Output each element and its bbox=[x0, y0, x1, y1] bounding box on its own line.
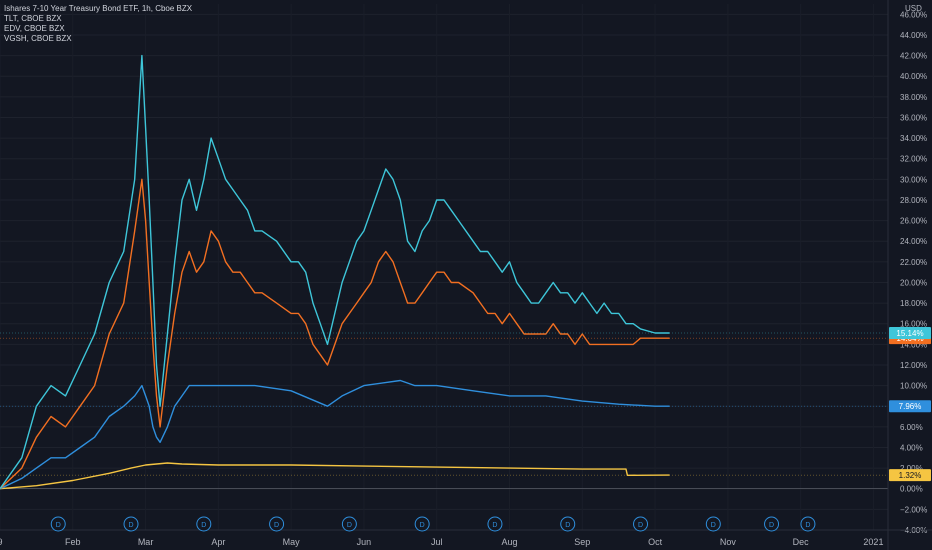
legend: Ishares 7-10 Year Treasury Bond ETF, 1h,… bbox=[4, 4, 192, 44]
x-tick-label: Dec bbox=[793, 537, 810, 547]
dividend-marker-label: D bbox=[420, 522, 425, 529]
legend-ief: Ishares 7-10 Year Treasury Bond ETF, 1h,… bbox=[4, 4, 193, 13]
last-value-label-edv: 15.14% bbox=[896, 329, 923, 338]
y-tick-label: 44.00% bbox=[900, 31, 927, 40]
dividend-marker bbox=[414, 516, 430, 532]
x-tick-label: Feb bbox=[65, 537, 81, 547]
legend-edv: EDV, CBOE BZX bbox=[4, 24, 65, 33]
last-value-badge bbox=[889, 327, 931, 340]
x-tick-label: Nov bbox=[720, 537, 737, 547]
y-tick-label: 16.00% bbox=[900, 320, 927, 329]
y-tick-label: 42.00% bbox=[900, 52, 927, 61]
series-line-ief bbox=[0, 379, 670, 490]
last-value-badge bbox=[889, 469, 931, 482]
dividend-marker-label: D bbox=[274, 522, 279, 529]
y-tick-label: 4.00% bbox=[900, 443, 923, 452]
y-tick-label: 30.00% bbox=[900, 175, 927, 184]
x-tick-label: Mar bbox=[138, 537, 154, 547]
dividend-marker-label: D bbox=[201, 522, 206, 529]
dividend-marker bbox=[196, 516, 212, 532]
x-tick-label: Aug bbox=[502, 537, 518, 547]
dividend-marker bbox=[341, 516, 357, 532]
dividend-marker bbox=[800, 516, 816, 532]
y-tick-label: 6.00% bbox=[900, 423, 923, 432]
y-tick-label: 40.00% bbox=[900, 72, 927, 81]
dividend-marker bbox=[705, 516, 721, 532]
y-tick-label: 32.00% bbox=[900, 155, 927, 164]
dividend-marker bbox=[560, 516, 576, 532]
y-tick-label: 0.00% bbox=[900, 485, 923, 494]
dividend-marker bbox=[123, 516, 139, 532]
y-tick-label: 46.00% bbox=[900, 10, 927, 19]
y-tick-label: 24.00% bbox=[900, 237, 927, 246]
legend-tlt: TLT, CBOE BZX bbox=[4, 14, 62, 23]
x-tick-label: Sep bbox=[574, 537, 590, 547]
y-tick-label: 28.00% bbox=[900, 196, 927, 205]
dividend-marker-label: D bbox=[347, 522, 352, 529]
dividend-marker-label: D bbox=[128, 522, 133, 529]
x-axis: 9 Feb Mar Apr May Jun Jul Aug Sep Oct Nov Dec 2021 bbox=[0, 529, 932, 547]
dividend-marker-label: D bbox=[638, 522, 643, 529]
dividend-marker-label: D bbox=[56, 522, 61, 529]
grid bbox=[0, 4, 888, 531]
y-tick-label: 34.00% bbox=[900, 134, 927, 143]
y-tick-label: 38.00% bbox=[900, 93, 927, 102]
y-tick-label: 2.00% bbox=[900, 464, 923, 473]
last-value-label-vgsh: 1.32% bbox=[899, 471, 922, 480]
series-line-edv bbox=[0, 54, 670, 490]
dividend-marker bbox=[487, 516, 503, 532]
x-tick-label: Jul bbox=[431, 537, 443, 547]
series-line-vgsh bbox=[0, 462, 670, 490]
dividend-marker bbox=[50, 516, 66, 532]
dividend-marker-label: D bbox=[711, 522, 716, 529]
series-line-tlt bbox=[0, 178, 670, 490]
y-tick-label: 14.00% bbox=[900, 340, 927, 349]
dividend-marker-label: D bbox=[805, 522, 810, 529]
x-tick-label: Apr bbox=[211, 537, 225, 547]
dividend-marker-label: D bbox=[492, 522, 497, 529]
dividend-marker-label: D bbox=[769, 522, 774, 529]
legend-vgsh: VGSH, CBOE BZX bbox=[4, 34, 72, 43]
x-tick-label: 9 bbox=[0, 537, 3, 547]
x-tick-label: Oct bbox=[648, 537, 663, 547]
y-tick-label: 22.00% bbox=[900, 258, 927, 267]
y-tick-label: 10.00% bbox=[900, 382, 927, 391]
x-tick-label: 2021 bbox=[863, 537, 883, 547]
x-tick-label: May bbox=[283, 537, 301, 547]
last-value-label-ief: 7.96% bbox=[899, 402, 922, 411]
dividend-marker bbox=[633, 516, 649, 532]
x-tick-label: Jun bbox=[357, 537, 372, 547]
last-value-badge bbox=[889, 400, 931, 413]
y-axis: 46.00% 44.00% 42.00% 40.00% 38.00% 36.00% 34.0… bbox=[887, 0, 927, 550]
y-tick-label: 18.00% bbox=[900, 299, 927, 308]
y-tick-label: 36.00% bbox=[900, 113, 927, 122]
last-value-labels: 1.32%7.96%14.64%15.14% bbox=[0, 327, 931, 482]
y-tick-label: 26.00% bbox=[900, 217, 927, 226]
currency-label: USD bbox=[905, 4, 922, 13]
y-tick-label: 20.00% bbox=[900, 278, 927, 287]
dividend-marker bbox=[269, 516, 285, 532]
dividend-marker bbox=[764, 516, 780, 532]
dividend-marker-label: D bbox=[565, 522, 570, 529]
y-tick-label: 12.00% bbox=[900, 361, 927, 370]
series-layer bbox=[0, 54, 670, 490]
y-tick-label: −2.00% bbox=[900, 505, 927, 514]
